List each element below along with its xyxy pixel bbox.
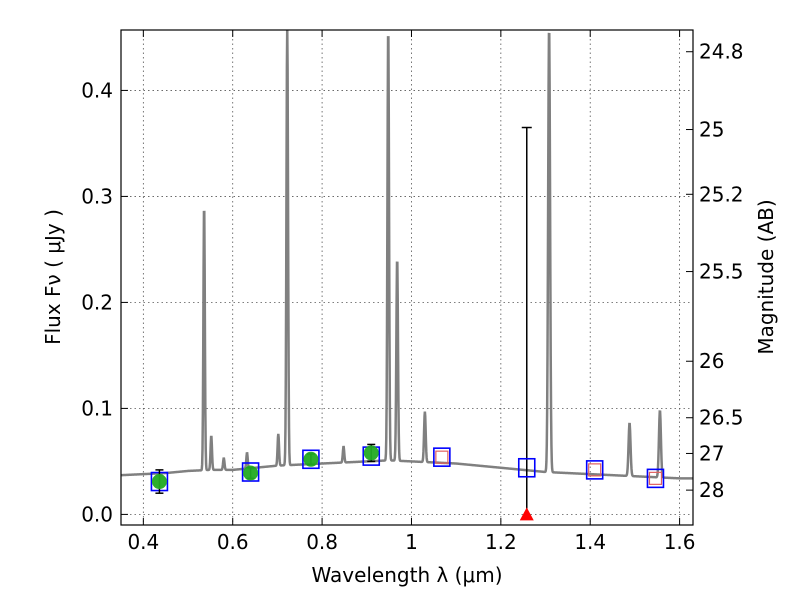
model-flux-box <box>517 457 536 478</box>
x-tick-label: 1.4 <box>574 530 606 554</box>
right-tick-label: 25.5 <box>699 260 744 284</box>
y-tick-label: 0.2 <box>81 290 113 314</box>
detection-point <box>243 465 259 481</box>
model-spectrum-line <box>121 30 693 480</box>
model-flux-box <box>646 468 665 489</box>
nondetection-marker <box>588 463 602 477</box>
detection-point <box>363 445 379 461</box>
right-axis-title: Magnitude (AB) <box>754 199 778 354</box>
grid-lines <box>121 30 693 525</box>
upper-limit-marker <box>519 507 534 521</box>
y-tick-label: 0.0 <box>81 502 113 526</box>
model-flux-box <box>241 462 260 482</box>
y-tick-label: 0.1 <box>81 396 113 420</box>
model-flux-box <box>585 460 604 480</box>
x-axis-ticks: 0.4 0.6 0.8 1 1.2 1.4 1.6 <box>127 30 696 554</box>
x-tick-label: 0.4 <box>127 530 159 554</box>
right-tick-label: 25 <box>699 118 724 142</box>
right-tick-label: 26.5 <box>699 406 744 430</box>
right-tick-label: 26 <box>699 349 724 373</box>
model-flux-box <box>302 449 320 470</box>
x-tick-label: 1 <box>405 530 418 554</box>
model-flux-box <box>433 447 451 467</box>
nondetection-marker <box>435 450 449 464</box>
right-tick-label: 24.8 <box>699 40 744 64</box>
y-tick-label: 0.4 <box>81 78 113 102</box>
y-axis-title: Flux Fν ( μJy ) <box>41 209 65 345</box>
x-tick-label: 1.6 <box>664 530 696 554</box>
detection-point <box>151 474 167 490</box>
right-tick-label: 25.2 <box>699 182 744 206</box>
detection-point <box>303 451 319 467</box>
x-tick-label: 0.8 <box>306 530 338 554</box>
y-axis-ticks: 0.0 0.1 0.2 0.3 0.4 <box>81 78 128 526</box>
x-axis-title: Wavelength λ (μm) <box>311 563 502 587</box>
right-tick-label: 27 <box>699 441 724 465</box>
right-axis-ticks: 24.8 25 25.2 25.5 26 26.5 27 28 <box>686 40 744 502</box>
x-tick-label: 0.6 <box>217 530 249 554</box>
x-tick-label: 1.2 <box>485 530 517 554</box>
data-marks <box>150 126 665 521</box>
plot-frame <box>120 29 694 526</box>
y-tick-label: 0.3 <box>81 184 113 208</box>
right-tick-label: 28 <box>699 478 724 502</box>
nondetection-marker <box>648 471 663 485</box>
